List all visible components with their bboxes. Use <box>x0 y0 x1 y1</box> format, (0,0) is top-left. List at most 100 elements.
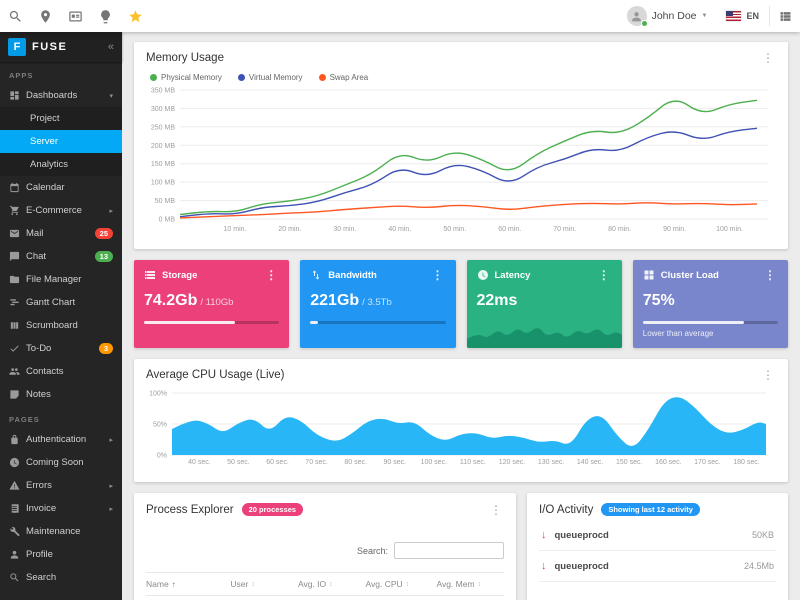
sidebar-collapse-icon[interactable]: « <box>107 41 114 53</box>
person-icon <box>632 11 641 21</box>
svg-text:150 MB: 150 MB <box>151 161 175 168</box>
svg-text:50 sec.: 50 sec. <box>227 459 250 466</box>
fuse-logo: F <box>8 38 26 56</box>
memory-usage-chart: 0 MB 50 MB 100 MB 150 MB 200 MB 250 MB 300 MB 3… <box>151 88 768 233</box>
sidebar-item-dashboards[interactable]: Dashboards ▾ <box>0 84 122 107</box>
card-icon <box>68 11 82 21</box>
search-icon <box>10 573 19 582</box>
kebab-menu-icon[interactable]: ⋮ <box>762 368 774 382</box>
card-header: Process Explorer 20 processes ⋮ <box>146 503 504 516</box>
lightbulb-button[interactable] <box>90 0 120 32</box>
quick-panel-button[interactable] <box>770 0 800 32</box>
svg-text:100 MB: 100 MB <box>151 180 175 187</box>
column-header-user[interactable]: User ↕ <box>230 579 255 589</box>
sidebar-item-label: File Manager <box>26 274 82 285</box>
sidebar-item-label: Profile <box>26 549 53 560</box>
sidebar-item-notes[interactable]: Notes <box>0 383 122 406</box>
svg-text:90 min.: 90 min. <box>663 226 686 233</box>
count-badge: 25 <box>94 228 113 239</box>
sidebar-item-maintenance[interactable]: Maintenance <box>0 520 122 543</box>
cluster-icon <box>644 270 654 280</box>
column-header-avg-mem[interactable]: Avg. Mem ↕ <box>436 579 482 589</box>
card-header: I/O Activity Showing last 12 activity <box>539 503 776 516</box>
sidebar-item-gantt-chart[interactable]: Gantt Chart <box>0 291 122 314</box>
sidebar-item-coming-soon[interactable]: Coming Soon <box>0 451 122 474</box>
sidebar: F FUSE « APPS Dashboards ▾ Project Server Ana… <box>0 32 122 600</box>
search-button[interactable] <box>0 0 30 32</box>
sidebar-item-mail[interactable]: Mail 25 <box>0 222 122 245</box>
chevron-right-icon: ▸ <box>109 482 113 490</box>
legend-item-swap-area: Swap Area <box>318 73 368 82</box>
sidebar-item-file-manager[interactable]: File Manager <box>0 268 122 291</box>
sidebar-item-contacts[interactable]: Contacts <box>0 360 122 383</box>
svg-text:100 sec.: 100 sec. <box>421 459 448 466</box>
kebab-menu-icon[interactable]: ⋮ <box>431 268 444 282</box>
star-button[interactable] <box>120 0 150 32</box>
sidebar-item-label: Dashboards <box>26 90 78 101</box>
sidebar-item-label: Coming Soon <box>26 457 84 468</box>
sidebar-item-label: Chat <box>26 251 47 262</box>
sidebar-item-authentication[interactable]: Authentication ▸ <box>0 428 122 451</box>
sidebar-item-calendar[interactable]: Calendar <box>0 176 122 199</box>
location-button[interactable] <box>30 0 60 32</box>
kebab-menu-icon[interactable]: ⋮ <box>490 502 502 517</box>
card-title: I/O Activity <box>539 503 594 516</box>
sidebar-item-chat[interactable]: Chat 13 <box>0 245 122 268</box>
card-header: Average CPU Usage (Live) ⋮ <box>146 369 776 381</box>
column-header-avg-io[interactable]: Avg. IO ↕ <box>297 579 333 589</box>
search-input[interactable] <box>394 542 504 559</box>
user-menu[interactable]: John Doe ▼ <box>618 0 717 32</box>
sidebar-item-e-commerce[interactable]: E-Commerce ▸ <box>0 199 122 222</box>
sidebar-item-server[interactable]: Server <box>0 130 122 153</box>
sidebar-item-invoice[interactable]: Invoice ▸ <box>0 497 122 520</box>
memory-usage-card: Memory Usage ⋮ Physical Memory Virtual Me… <box>134 42 788 249</box>
sidebar-item-search[interactable]: Search <box>0 566 122 589</box>
io-activity-list: ↓ queueprocd 50KB ↓ queueprocd 24.5Mb <box>539 520 776 582</box>
sidebar-item-label: Maintenance <box>26 526 81 537</box>
calendar-icon <box>10 182 19 193</box>
sidebar-item-label: Gantt Chart <box>26 297 76 308</box>
clock-icon <box>9 457 20 468</box>
svg-text:170 sec.: 170 sec. <box>694 459 721 466</box>
sidebar-item-project[interactable]: Project <box>0 107 122 130</box>
card-button[interactable] <box>60 0 90 32</box>
svg-text:60 sec.: 60 sec. <box>266 459 289 466</box>
svg-text:140 sec.: 140 sec. <box>577 459 604 466</box>
mail-icon <box>9 229 20 238</box>
stat-card-header: Latency ⋮ <box>477 269 612 281</box>
svg-text:70 min.: 70 min. <box>553 226 576 233</box>
stat-title: Cluster Load <box>660 269 719 281</box>
io-value: 50KB <box>751 530 774 540</box>
sidebar-item-label: Notes <box>26 389 51 400</box>
column-header-avg-cpu[interactable]: Avg. CPU ↕ <box>365 579 410 589</box>
svg-text:90 sec.: 90 sec. <box>384 459 407 466</box>
io-activity-row[interactable]: ↓ queueprocd 50KB <box>539 520 776 551</box>
process-name: queueprocd <box>554 529 609 541</box>
table-header: Name ↑ User ↕ Avg. IO ↕ Avg. CPU ↕ Avg. Mem ↕ <box>146 572 504 596</box>
column-header-name[interactable]: Name ↑ <box>146 579 176 589</box>
kebab-menu-icon[interactable]: ⋮ <box>764 268 776 282</box>
search-icon <box>9 10 21 22</box>
sidebar-item-analytics[interactable]: Analytics <box>0 153 122 176</box>
language-selector[interactable]: EN <box>716 0 769 32</box>
sidebar-item-scrumboard[interactable]: Scrumboard <box>0 314 122 337</box>
chevron-right-icon: ▸ <box>109 505 113 513</box>
toolbar-shortcut-icons <box>0 0 150 32</box>
kebab-menu-icon[interactable]: ⋮ <box>265 268 278 282</box>
sidebar-item-to-do[interactable]: To-Do 3 <box>0 337 122 360</box>
sidebar-item-profile[interactable]: Profile <box>0 543 122 566</box>
chart-legend: Physical Memory Virtual Memory Swap Area <box>150 73 776 82</box>
svg-text:70 sec.: 70 sec. <box>305 459 328 466</box>
chevron-down-icon: ▾ <box>109 92 113 100</box>
divider <box>769 6 770 26</box>
io-activity-row[interactable]: ↓ queueprocd 24.5Mb <box>539 551 776 582</box>
kebab-menu-icon[interactable]: ⋮ <box>597 268 610 282</box>
toolbar-right: John Doe ▼ EN <box>618 0 800 32</box>
io-count-badge: Showing last 12 activity <box>601 503 700 516</box>
kebab-menu-icon[interactable]: ⋮ <box>762 51 774 65</box>
chevron-down-icon: ▼ <box>701 13 708 19</box>
process-explorer-card: Process Explorer 20 processes ⋮ Search: … <box>134 493 516 600</box>
star-icon <box>128 9 142 22</box>
sidebar-item-errors[interactable]: Errors ▸ <box>0 474 122 497</box>
stat-value: 22ms <box>476 292 518 309</box>
